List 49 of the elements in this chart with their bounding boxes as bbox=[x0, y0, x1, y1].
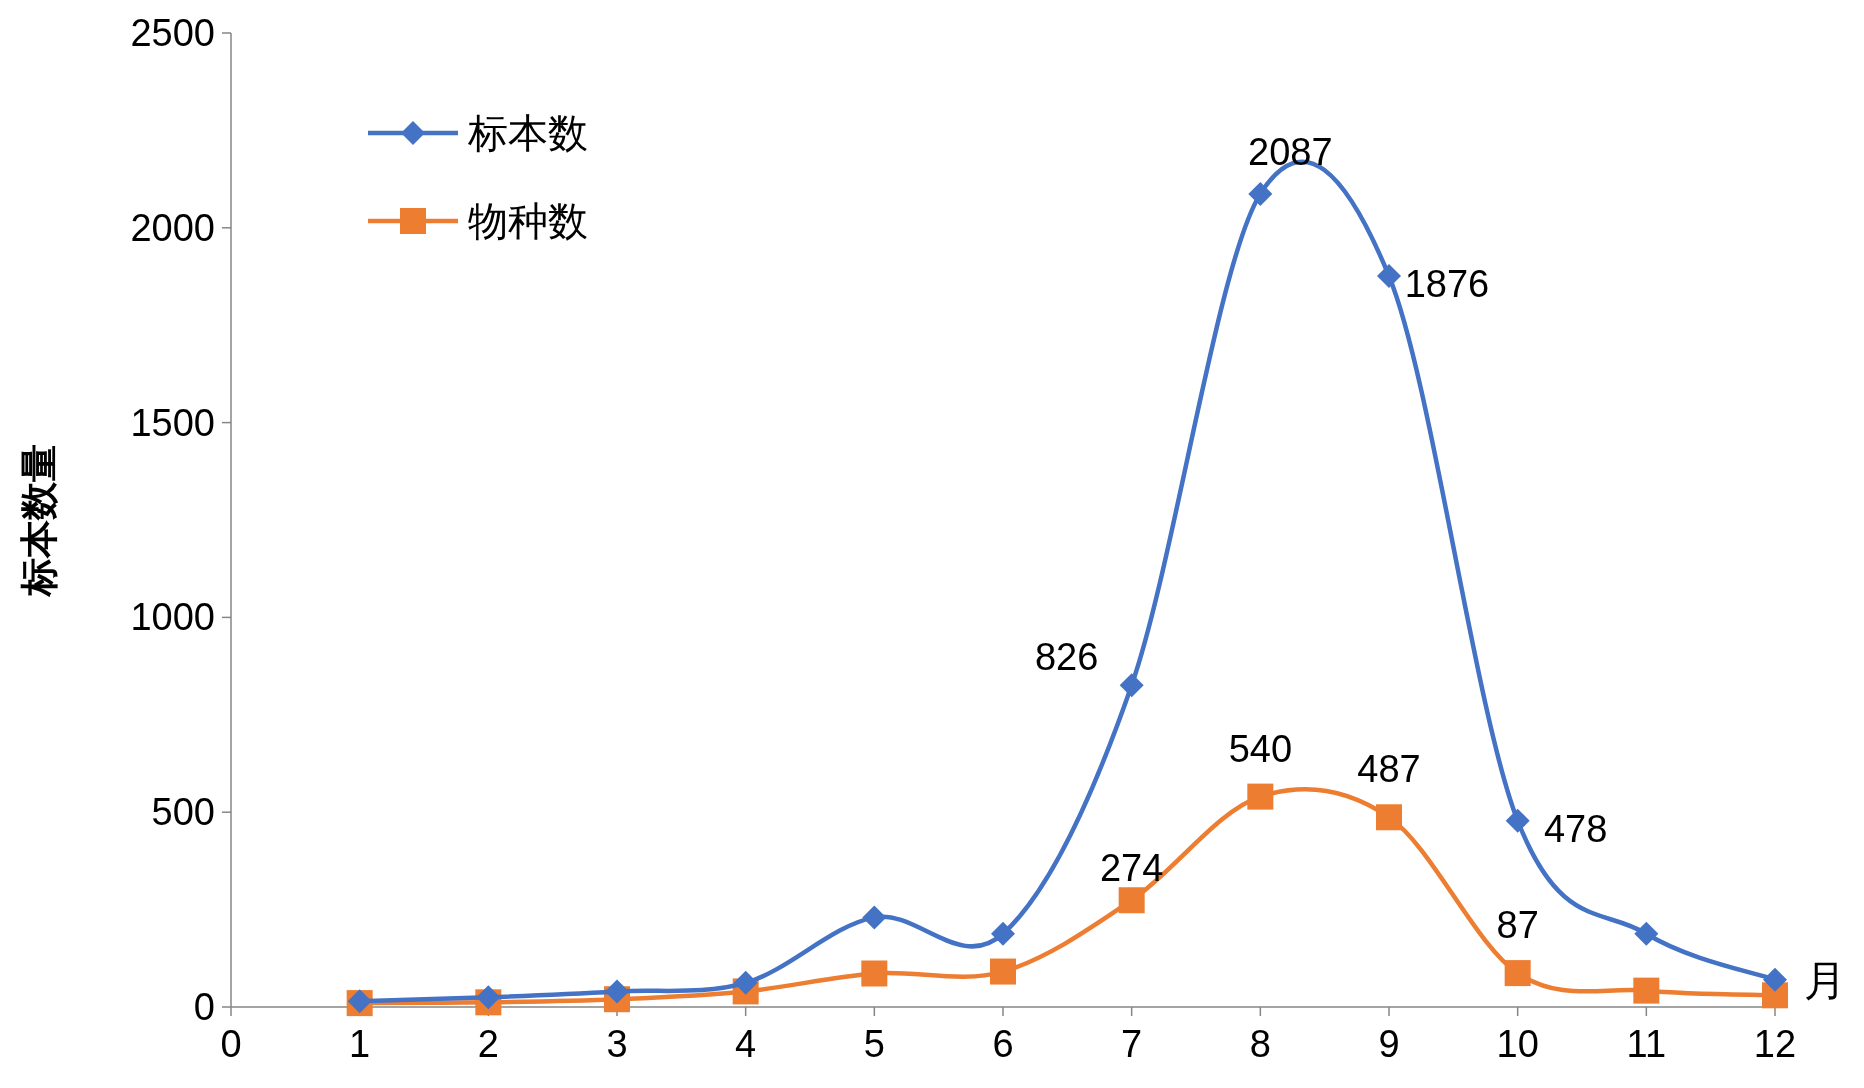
point bbox=[990, 958, 1016, 985]
point bbox=[1376, 804, 1402, 831]
y-tick-label: 500 bbox=[151, 791, 215, 834]
data-label: 2087 bbox=[1248, 130, 1333, 173]
point bbox=[862, 905, 887, 930]
point bbox=[1119, 673, 1144, 698]
point bbox=[1633, 977, 1660, 1004]
data-label: 87 bbox=[1496, 904, 1539, 947]
y-tick-label: 2000 bbox=[130, 206, 215, 249]
point bbox=[605, 979, 629, 1004]
x-tick-label: 2 bbox=[477, 1023, 499, 1065]
legend-label: 标本数 bbox=[467, 111, 588, 155]
y-tick-label: 1500 bbox=[130, 401, 215, 444]
x-tick-label: 8 bbox=[1249, 1023, 1271, 1065]
x-tick-label: 0 bbox=[220, 1023, 242, 1065]
data-label: 478 bbox=[1543, 807, 1608, 850]
x-axis-title: 月 bbox=[1804, 957, 1846, 1004]
point bbox=[1505, 808, 1530, 833]
point bbox=[733, 970, 758, 995]
legend-label: 物种数 bbox=[468, 199, 588, 243]
data-label: 540 bbox=[1228, 727, 1293, 770]
point bbox=[1504, 960, 1531, 987]
point bbox=[861, 960, 888, 987]
y-tick-label: 2500 bbox=[130, 12, 215, 54]
x-tick-label: 6 bbox=[992, 1023, 1014, 1065]
data-label: 274 bbox=[1099, 847, 1164, 890]
data-label: 487 bbox=[1357, 748, 1421, 791]
x-tick-label: 4 bbox=[735, 1023, 757, 1065]
point bbox=[1377, 264, 1401, 289]
x-tick-label: 5 bbox=[863, 1023, 885, 1065]
y-tick-label: 1000 bbox=[130, 596, 215, 639]
point bbox=[1118, 887, 1145, 914]
x-tick-label: 9 bbox=[1378, 1023, 1400, 1065]
x-tick-label: 7 bbox=[1121, 1023, 1143, 1065]
point bbox=[476, 985, 501, 1010]
x-tick-label: 1 bbox=[349, 1023, 371, 1065]
x-tick-label: 10 bbox=[1496, 1023, 1539, 1065]
data-label: 826 bbox=[1034, 636, 1099, 679]
point bbox=[1763, 967, 1787, 992]
y-tick-label: 0 bbox=[193, 986, 215, 1028]
point bbox=[991, 921, 1015, 946]
point bbox=[1248, 181, 1273, 206]
point bbox=[1634, 921, 1659, 946]
x-tick-label: 3 bbox=[606, 1023, 628, 1065]
x-tick-label: 11 bbox=[1626, 1023, 1667, 1065]
point bbox=[1247, 783, 1274, 810]
data-label: 1876 bbox=[1404, 263, 1490, 306]
y-axis-title: 标本数量 bbox=[18, 444, 60, 598]
x-tick-label: 12 bbox=[1753, 1023, 1797, 1065]
